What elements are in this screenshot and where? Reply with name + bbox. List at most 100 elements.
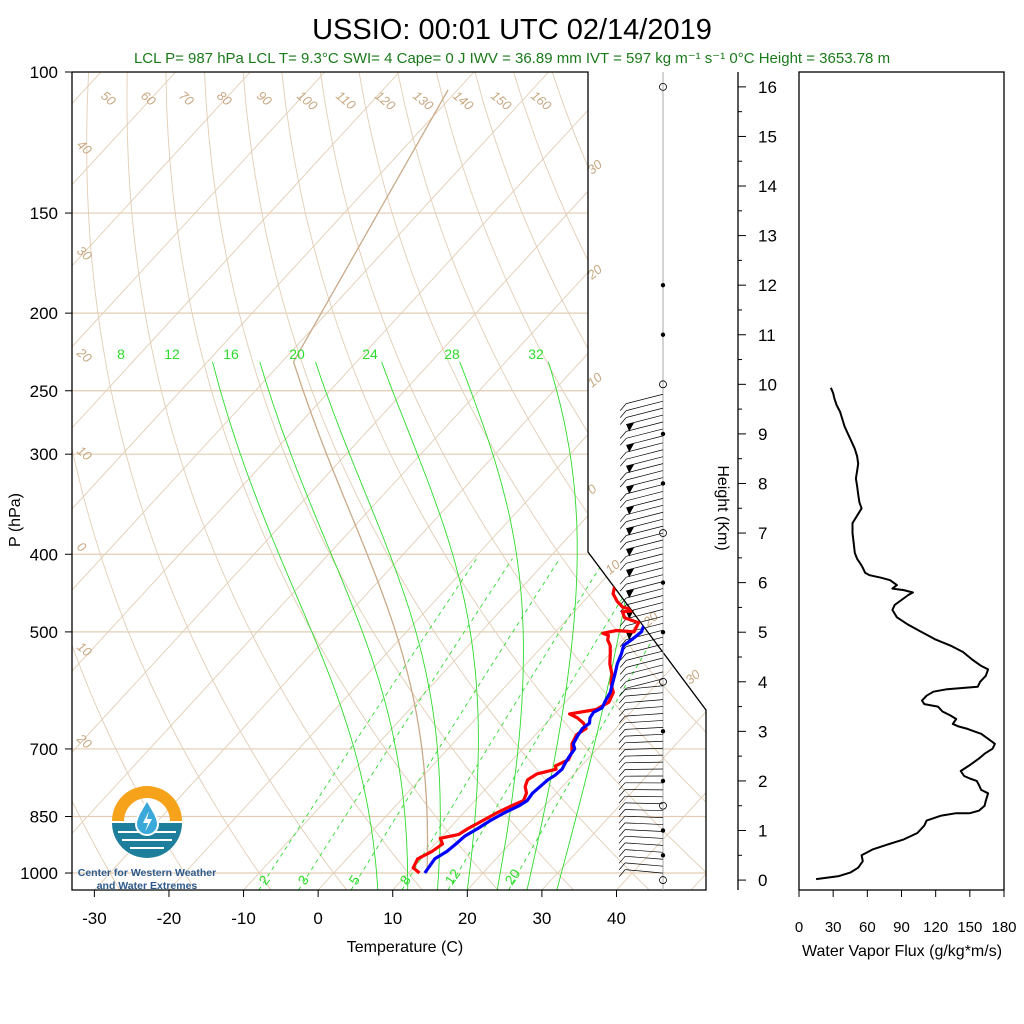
wind-barb-shaft [626,428,664,439]
flux-profile-line [815,387,996,881]
y-tick-label: 400 [30,545,58,564]
wind-barb-shaft [624,829,664,832]
wind-barb-shaft [626,553,664,564]
wind-barb-feather [618,689,626,697]
wind-barb-shaft [626,456,664,467]
wind-barb-shaft [625,685,664,690]
wind-barb-shaft [625,835,664,839]
wind-barb-feather [618,829,626,837]
logo-text-line1: Center for Western Weather [78,867,216,879]
dry-adiabat-line [281,72,706,890]
wind-barb-shaft [626,678,664,689]
theta-label: 10 [74,443,95,464]
wind-barb-shaft [626,671,664,682]
wind-barb-feather [618,869,626,877]
moist-adiabat-label: 10 [602,556,623,577]
isotherm-line [766,72,1024,890]
wind-barb-feather [619,667,627,675]
y-tick-label: 100 [30,63,58,82]
wind-barb-feather [619,410,627,418]
wind-barb-shaft [624,822,664,825]
height-axis-label: Height (Km) [714,465,731,550]
isotherm-line [72,72,251,890]
dry-adiabat-line [590,72,706,890]
y-tick-label: 250 [30,382,58,401]
barb-station-dot [660,729,666,734]
flux-x-tick-label: 120 [923,919,948,936]
dry-adiabat-line [707,72,1024,890]
wind-barb-flag [626,464,635,474]
isotherm-line [72,72,475,890]
logo-text-line2: and Water Extremes [97,880,198,892]
wind-barb-shaft [626,484,664,495]
wind-barb-shaft [626,636,664,647]
isotherm-line [392,72,706,890]
wind-barb-flag [626,589,635,598]
wind-barb-shaft [626,588,664,599]
dry-adiabat-label: 140 [450,88,477,114]
wind-barb-feather [619,535,627,543]
wind-barb-shaft [626,581,664,592]
isotherm-line [72,72,326,890]
height-tick-label: 16 [758,78,777,97]
wind-barb-feather [619,493,627,502]
wind-barb-shaft [626,664,664,675]
chart-subtitle: LCL P= 987 hPa LCL T= 9.3°C SWI= 4 Cape=… [134,50,890,67]
wind-barb-feather [619,479,627,488]
wind-barb-shaft [626,393,664,404]
y-tick-label: 200 [30,304,58,323]
wind-barb-feather [618,835,626,844]
height-tick-label: 14 [758,177,777,196]
height-tick-label: 11 [758,326,776,345]
moist-adiabat-label: 0 [584,481,600,498]
wind-barb-shaft [626,407,664,418]
wind-barb-feather [619,500,627,509]
wind-barb-shaft [625,869,664,874]
wind-barb-feather [619,583,627,592]
wind-barb-shaft [625,855,664,860]
wind-barb-shaft [626,421,664,432]
barb-station-dot [660,431,666,437]
y-tick-label: 500 [30,623,58,642]
moist-adiabat-line [556,361,643,890]
wind-barb-feather [618,809,626,817]
wind-barb-shaft [625,720,664,724]
dry-adiabat-label: 50 [98,88,119,109]
moist-adiabat-line [212,361,379,890]
flux-x-tick-label: 90 [893,919,910,936]
wind-barb-shaft [624,747,664,750]
wind-barb-shaft [626,491,664,502]
wind-barb-shaft [626,470,664,481]
height-tick-label: 5 [758,623,767,642]
logo-sun-arc-icon [112,786,182,821]
dry-adiabat-line [204,72,574,890]
isotherm-line [168,72,706,890]
wind-barb-feather [619,542,627,550]
barb-station-dot [660,853,666,858]
height-tick-label: 2 [758,772,767,791]
barb-station-dot [660,630,666,635]
wind-barb-feather [619,451,627,460]
isotherm-line [72,72,699,890]
mixing-ratio-line [401,558,606,890]
isotherm-line [72,72,102,890]
wind-barb-shaft [626,616,664,627]
height-tick-label: 12 [758,276,777,295]
dry-adiabat-label: 100 [294,88,321,114]
wind-barb-feather [619,431,627,439]
parcel-path-line [292,361,429,873]
wind-barb-shaft [626,650,664,661]
wind-barb-feather [619,660,627,668]
wind-barb-shaft [626,602,664,613]
wind-barb-feather [619,681,627,689]
moist-adiabat-label: 20 [584,261,606,283]
y-tick-label: 150 [30,204,58,223]
mixing-ratio-line [447,558,647,890]
y-tick-label: 300 [30,445,58,464]
wind-barb-shaft [624,802,664,805]
dry-adiabat-line [72,72,272,890]
x-tick-label: -10 [231,909,256,928]
flux-panel-frame [798,71,1005,891]
wind-barb-shaft [626,643,664,654]
barb-station-dot [659,380,667,389]
